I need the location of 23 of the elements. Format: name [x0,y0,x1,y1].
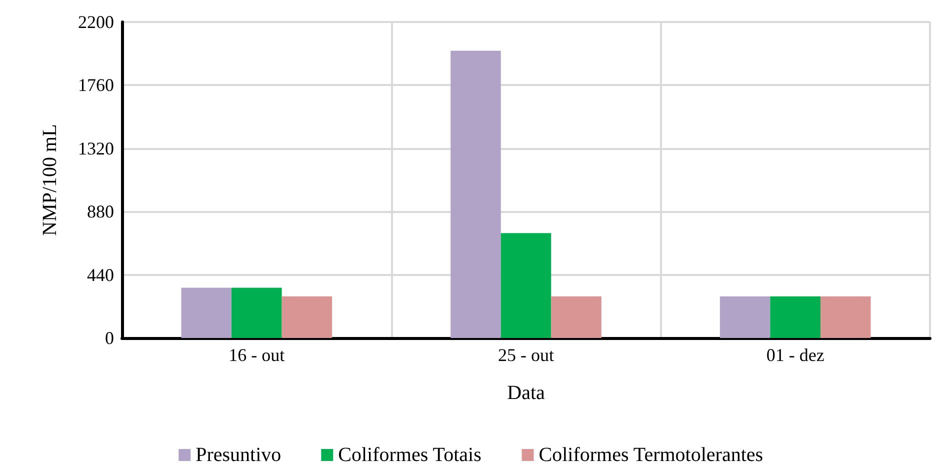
bar [282,296,332,338]
legend-label: Coliformes Totais [338,444,482,466]
y-tick-label: 1320 [78,138,114,158]
bar [450,50,501,338]
bar [500,233,552,338]
y-tick-label: 880 [87,202,114,222]
bar [820,296,871,338]
y-tick-label: 0 [105,328,114,348]
x-axis-title: Data [507,382,545,404]
bar [181,288,232,338]
legend-label: Presuntivo [196,444,282,466]
bar [232,288,282,338]
legend-label: Coliformes Termotolerantes [538,444,764,466]
bar [551,296,602,338]
x-tick-label: 25 - out [498,345,554,365]
bar [770,296,820,338]
y-tick-label: 440 [87,264,114,285]
x-tick-label: 16 - out [228,345,285,365]
y-tick-label: 1760 [78,75,114,96]
x-tick-label: 01 - dez [766,345,824,365]
y-axis-title: NMP/100 mL [39,124,61,236]
y-tick-label: 2200 [78,12,114,32]
bar [720,296,770,338]
